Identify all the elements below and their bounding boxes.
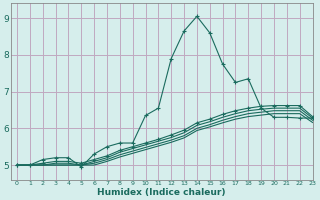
X-axis label: Humidex (Indice chaleur): Humidex (Indice chaleur) — [97, 188, 226, 197]
